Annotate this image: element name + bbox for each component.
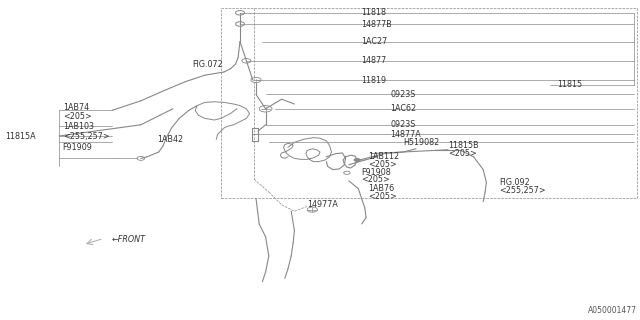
Text: 1AC27: 1AC27 [362,37,388,46]
Text: 1AB42: 1AB42 [157,135,183,144]
Text: 0923S: 0923S [390,120,416,129]
Text: F91909: F91909 [63,143,93,152]
Text: 11815B: 11815B [448,141,479,150]
Text: 11815A: 11815A [5,132,36,140]
Text: 1AB112: 1AB112 [368,152,399,161]
Text: 14877A: 14877A [390,130,421,139]
Circle shape [354,158,360,162]
Text: <205>: <205> [63,112,92,121]
Text: 14877B: 14877B [362,20,392,28]
Text: 14877: 14877 [362,56,387,65]
Text: 1AC62: 1AC62 [390,104,417,113]
Text: 14977A: 14977A [307,200,338,209]
Text: FIG.072: FIG.072 [192,60,223,68]
Text: <205>: <205> [362,175,390,184]
Text: 1AB103: 1AB103 [63,122,93,131]
Text: <255,257>: <255,257> [63,132,109,140]
Text: 1AB74: 1AB74 [63,103,89,112]
Text: ←FRONT: ←FRONT [112,236,146,244]
Text: <205>: <205> [368,192,397,201]
Text: 11818: 11818 [362,8,387,17]
Text: <205>: <205> [368,160,397,169]
Text: <205>: <205> [448,149,477,158]
Text: 0923S: 0923S [390,90,416,99]
Text: A050001477: A050001477 [588,306,637,315]
Bar [221,8,637,198]
Text: 1AB76: 1AB76 [368,184,394,193]
Text: 11815: 11815 [557,80,582,89]
Text: <255,257>: <255,257> [499,186,546,195]
Text: F91908: F91908 [362,168,391,177]
Text: FIG.092: FIG.092 [499,178,530,187]
Text: H519082: H519082 [403,138,440,147]
Text: 11819: 11819 [362,76,387,84]
